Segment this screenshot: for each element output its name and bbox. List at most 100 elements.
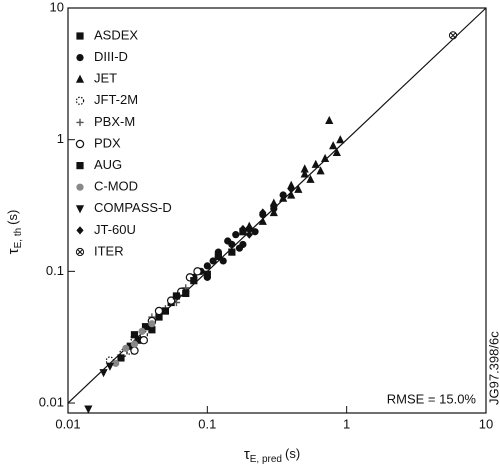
x-tick-label: 1 [343, 416, 350, 431]
x-axis-label-unit: (s) [285, 446, 300, 461]
point [300, 169, 309, 178]
point [270, 200, 278, 209]
x-tick-label: 10 [479, 416, 493, 431]
point [190, 277, 198, 285]
y-axis-label: τE, th (s) [5, 210, 24, 255]
point [228, 248, 236, 256]
point [154, 306, 164, 316]
figure-id: JG97.398/6c [486, 331, 500, 405]
legend-label: COMPASS-D [94, 200, 172, 215]
y-axis-label-symbol: τ [5, 248, 22, 254]
point [84, 405, 93, 414]
point [99, 369, 108, 378]
legend-marker [76, 226, 84, 235]
point [203, 270, 211, 278]
legend-marker [76, 118, 84, 126]
x-axis-label-subscript: E, pred [250, 454, 282, 465]
point [214, 252, 222, 261]
y-tick-label: 1 [57, 131, 64, 146]
y-axis-label-subscript: E, th [13, 228, 24, 249]
point [259, 208, 267, 217]
point [117, 354, 125, 362]
y-tick-label: 0.1 [46, 263, 64, 278]
point [300, 164, 309, 173]
point [245, 230, 253, 239]
point [122, 344, 130, 352]
point [130, 340, 139, 348]
legend-label: JET [94, 71, 117, 86]
point [161, 307, 169, 315]
y-tick-label: 0.01 [39, 394, 64, 409]
legend-label: ITER [94, 243, 124, 258]
point [126, 342, 134, 350]
point [287, 180, 296, 189]
point [258, 216, 267, 225]
legend-label: JFT-2M [94, 92, 138, 107]
point [332, 147, 341, 157]
point [148, 326, 156, 334]
legend-marker [75, 96, 85, 106]
point [316, 166, 325, 175]
point [141, 323, 150, 331]
legend-label: C-MOD [94, 179, 138, 194]
point [193, 267, 202, 276]
point [251, 228, 259, 236]
point [294, 184, 303, 193]
legend-label: DIII-D [94, 49, 128, 64]
x-tick-label: 0.01 [55, 416, 80, 431]
point [134, 336, 142, 344]
point [239, 224, 247, 234]
point [269, 207, 278, 217]
legend-marker [75, 247, 85, 257]
point [329, 141, 338, 150]
legend-marker [75, 139, 85, 149]
legend-marker [76, 54, 84, 62]
x-axis-label: τE, pred (s) [244, 446, 300, 465]
point [311, 159, 320, 168]
legend-marker [76, 183, 84, 191]
legend-label: PBX-M [94, 114, 135, 129]
legend-marker [76, 32, 84, 40]
legend-label: PDX [94, 135, 121, 150]
legend-label: ASDEX [94, 27, 138, 42]
point [105, 362, 115, 371]
legend-marker [75, 74, 85, 83]
point [287, 190, 296, 199]
point [320, 153, 330, 163]
plot-frame [67, 7, 487, 414]
y-axis-label-unit: (s) [5, 210, 20, 225]
point [336, 135, 345, 144]
legend-label: JT-60U [94, 222, 136, 237]
point [138, 327, 146, 335]
point [232, 231, 240, 239]
point [325, 115, 334, 125]
point [148, 320, 156, 328]
legend-marker [75, 205, 85, 214]
point [287, 185, 295, 194]
y-tick-label: 10 [50, 0, 64, 14]
point [245, 221, 254, 230]
point [130, 331, 139, 339]
point [228, 240, 236, 249]
point [139, 336, 149, 345]
point [172, 292, 181, 300]
rmse-annotation: RMSE = 15.0% [387, 391, 477, 406]
x-axis-label-symbol: τ [244, 446, 250, 463]
point [306, 174, 315, 183]
point [130, 334, 139, 343]
point [139, 330, 149, 339]
point [155, 313, 163, 321]
point [279, 193, 288, 202]
point [130, 346, 139, 355]
x-tick-label: 0.1 [198, 416, 216, 431]
point [119, 348, 128, 358]
point [203, 262, 211, 270]
legend-label: AUG [94, 157, 122, 172]
point [448, 31, 458, 40]
point [182, 289, 190, 298]
point [112, 359, 120, 367]
legend-marker [76, 162, 84, 170]
point [239, 240, 247, 249]
point [224, 237, 232, 245]
